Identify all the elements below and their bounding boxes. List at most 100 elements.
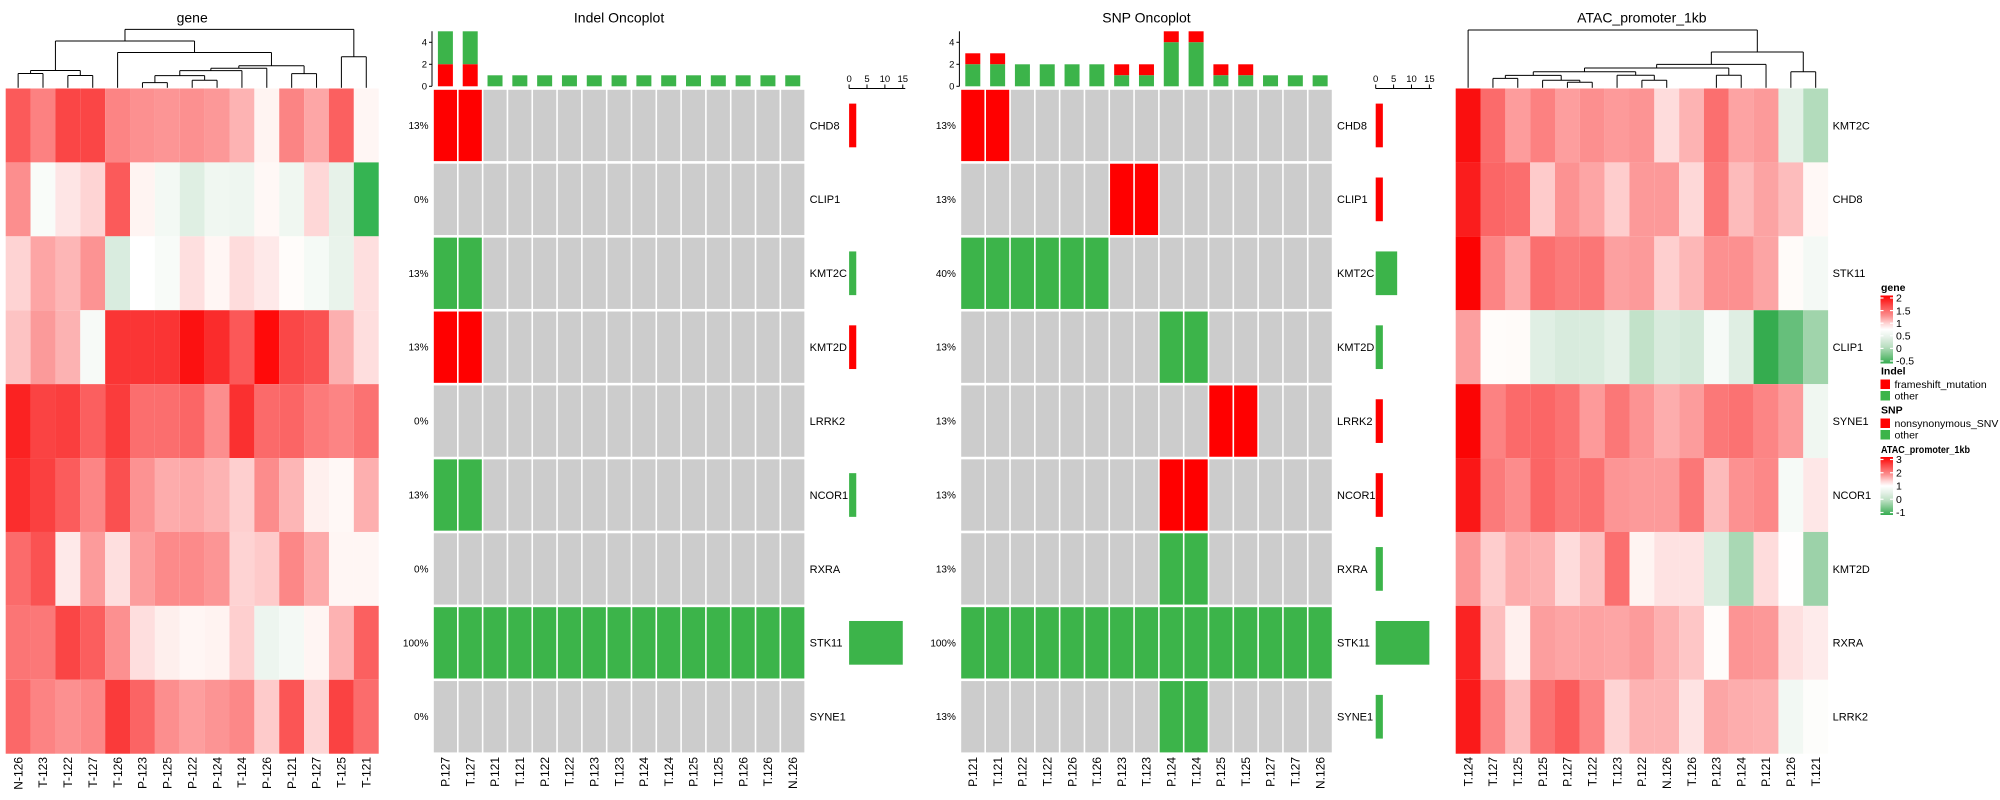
svg-text:KMT2C: KMT2C bbox=[810, 268, 847, 280]
svg-text:LRRK2: LRRK2 bbox=[1337, 416, 1372, 428]
svg-text:T-122: T-122 bbox=[61, 757, 75, 788]
svg-text:gene: gene bbox=[1881, 282, 1906, 294]
svg-text:T.121: T.121 bbox=[1809, 757, 1823, 787]
svg-text:KMT2D: KMT2D bbox=[1833, 564, 1870, 576]
svg-text:N.126: N.126 bbox=[1313, 757, 1327, 789]
svg-text:0%: 0% bbox=[414, 712, 429, 723]
svg-text:N-126: N-126 bbox=[11, 757, 25, 790]
svg-text:0%: 0% bbox=[414, 195, 429, 206]
svg-text:P-121: P-121 bbox=[285, 757, 299, 789]
svg-text:RXRA: RXRA bbox=[1833, 638, 1864, 650]
svg-text:P.123: P.123 bbox=[1710, 757, 1724, 787]
svg-text:CLIP1: CLIP1 bbox=[1337, 194, 1368, 206]
svg-text:P.126: P.126 bbox=[1065, 757, 1079, 787]
svg-text:RXRA: RXRA bbox=[1337, 564, 1368, 576]
svg-text:0.5: 0.5 bbox=[1896, 330, 1911, 342]
svg-text:LRRK2: LRRK2 bbox=[810, 416, 845, 428]
svg-text:5: 5 bbox=[864, 74, 869, 85]
svg-text:frameshift_mutation: frameshift_mutation bbox=[1895, 379, 1987, 391]
svg-text:0: 0 bbox=[1896, 494, 1902, 506]
svg-text:T.122: T.122 bbox=[1585, 757, 1599, 787]
svg-text:N.126: N.126 bbox=[1660, 757, 1674, 789]
svg-text:T.123: T.123 bbox=[1610, 757, 1624, 787]
svg-text:5: 5 bbox=[1391, 74, 1396, 85]
svg-text:1: 1 bbox=[1896, 318, 1902, 330]
svg-text:-0.5: -0.5 bbox=[1896, 356, 1914, 368]
svg-text:ATAC_promoter_1kb: ATAC_promoter_1kb bbox=[1577, 9, 1707, 25]
svg-text:P.123: P.123 bbox=[1115, 757, 1129, 787]
svg-text:P.125: P.125 bbox=[1536, 757, 1550, 787]
svg-text:P.121: P.121 bbox=[966, 757, 980, 787]
svg-text:N.126: N.126 bbox=[786, 757, 800, 789]
svg-text:0%: 0% bbox=[414, 417, 429, 428]
svg-text:2: 2 bbox=[1896, 467, 1902, 479]
svg-text:T.124: T.124 bbox=[1189, 757, 1203, 787]
svg-text:100%: 100% bbox=[403, 638, 429, 649]
svg-text:0: 0 bbox=[422, 81, 427, 92]
svg-text:T-125: T-125 bbox=[335, 757, 349, 788]
svg-text:2: 2 bbox=[422, 59, 427, 70]
svg-text:KMT2D: KMT2D bbox=[1337, 342, 1374, 354]
svg-text:Indel Oncoplot: Indel Oncoplot bbox=[574, 9, 664, 25]
svg-text:gene: gene bbox=[177, 9, 208, 25]
svg-text:nonsynonymous_SNV: nonsynonymous_SNV bbox=[1895, 418, 1999, 430]
svg-text:P-126: P-126 bbox=[260, 757, 274, 789]
svg-text:13%: 13% bbox=[936, 564, 956, 575]
svg-text:P-122: P-122 bbox=[185, 757, 199, 789]
svg-text:P-124: P-124 bbox=[210, 757, 224, 789]
svg-text:other: other bbox=[1895, 429, 1919, 441]
svg-text:KMT2C: KMT2C bbox=[1833, 120, 1870, 132]
svg-text:LRRK2: LRRK2 bbox=[1833, 712, 1868, 724]
svg-text:P.124: P.124 bbox=[637, 757, 651, 787]
svg-text:P.123: P.123 bbox=[587, 757, 601, 787]
svg-text:T.126: T.126 bbox=[1685, 757, 1699, 787]
svg-text:RXRA: RXRA bbox=[810, 564, 841, 576]
svg-text:NCOR1: NCOR1 bbox=[810, 490, 849, 502]
svg-text:T.124: T.124 bbox=[1461, 757, 1475, 787]
svg-text:P.124: P.124 bbox=[1734, 757, 1748, 787]
svg-text:13%: 13% bbox=[408, 343, 428, 354]
svg-text:T.127: T.127 bbox=[1289, 757, 1303, 787]
svg-text:13%: 13% bbox=[408, 269, 428, 280]
svg-text:T-124: T-124 bbox=[235, 757, 249, 788]
svg-text:0: 0 bbox=[949, 81, 954, 92]
svg-text:2: 2 bbox=[949, 59, 954, 70]
svg-text:P.121: P.121 bbox=[1759, 757, 1773, 787]
svg-text:T.123: T.123 bbox=[1140, 757, 1154, 787]
svg-text:P.124: P.124 bbox=[1164, 757, 1178, 787]
svg-text:P.125: P.125 bbox=[1214, 757, 1228, 787]
svg-text:KMT2C: KMT2C bbox=[1337, 268, 1374, 280]
svg-text:T-126: T-126 bbox=[111, 757, 125, 788]
svg-text:0: 0 bbox=[846, 74, 851, 85]
svg-text:P.126: P.126 bbox=[736, 757, 750, 787]
svg-text:CLIP1: CLIP1 bbox=[1833, 342, 1864, 354]
svg-text:T.127: T.127 bbox=[1486, 757, 1500, 787]
svg-text:P.125: P.125 bbox=[687, 757, 701, 787]
svg-text:T.127: T.127 bbox=[463, 757, 477, 787]
svg-text:13%: 13% bbox=[936, 417, 956, 428]
svg-text:3: 3 bbox=[1896, 454, 1902, 466]
svg-text:T-121: T-121 bbox=[359, 757, 373, 788]
svg-text:13%: 13% bbox=[936, 195, 956, 206]
svg-text:4: 4 bbox=[949, 37, 954, 48]
svg-text:other: other bbox=[1895, 390, 1919, 402]
svg-text:STK11: STK11 bbox=[1337, 638, 1370, 650]
svg-text:10: 10 bbox=[880, 74, 891, 85]
svg-text:40%: 40% bbox=[936, 269, 956, 280]
svg-text:13%: 13% bbox=[936, 712, 956, 723]
svg-text:T.123: T.123 bbox=[612, 757, 626, 787]
svg-text:NCOR1: NCOR1 bbox=[1833, 490, 1872, 502]
svg-text:P.127: P.127 bbox=[439, 757, 453, 787]
svg-text:CHD8: CHD8 bbox=[1833, 194, 1863, 206]
svg-text:P.127: P.127 bbox=[1561, 757, 1575, 787]
svg-text:CLIP1: CLIP1 bbox=[810, 194, 841, 206]
svg-text:Indel: Indel bbox=[1881, 366, 1906, 378]
svg-text:2: 2 bbox=[1896, 293, 1902, 305]
svg-text:T-127: T-127 bbox=[86, 757, 100, 788]
svg-text:ATAC_promoter_1kb: ATAC_promoter_1kb bbox=[1881, 444, 1970, 456]
svg-text:SNP: SNP bbox=[1881, 405, 1903, 417]
svg-text:T-123: T-123 bbox=[36, 757, 50, 788]
svg-text:1: 1 bbox=[1896, 481, 1902, 493]
svg-text:P-127: P-127 bbox=[310, 757, 324, 789]
svg-text:0%: 0% bbox=[414, 564, 429, 575]
